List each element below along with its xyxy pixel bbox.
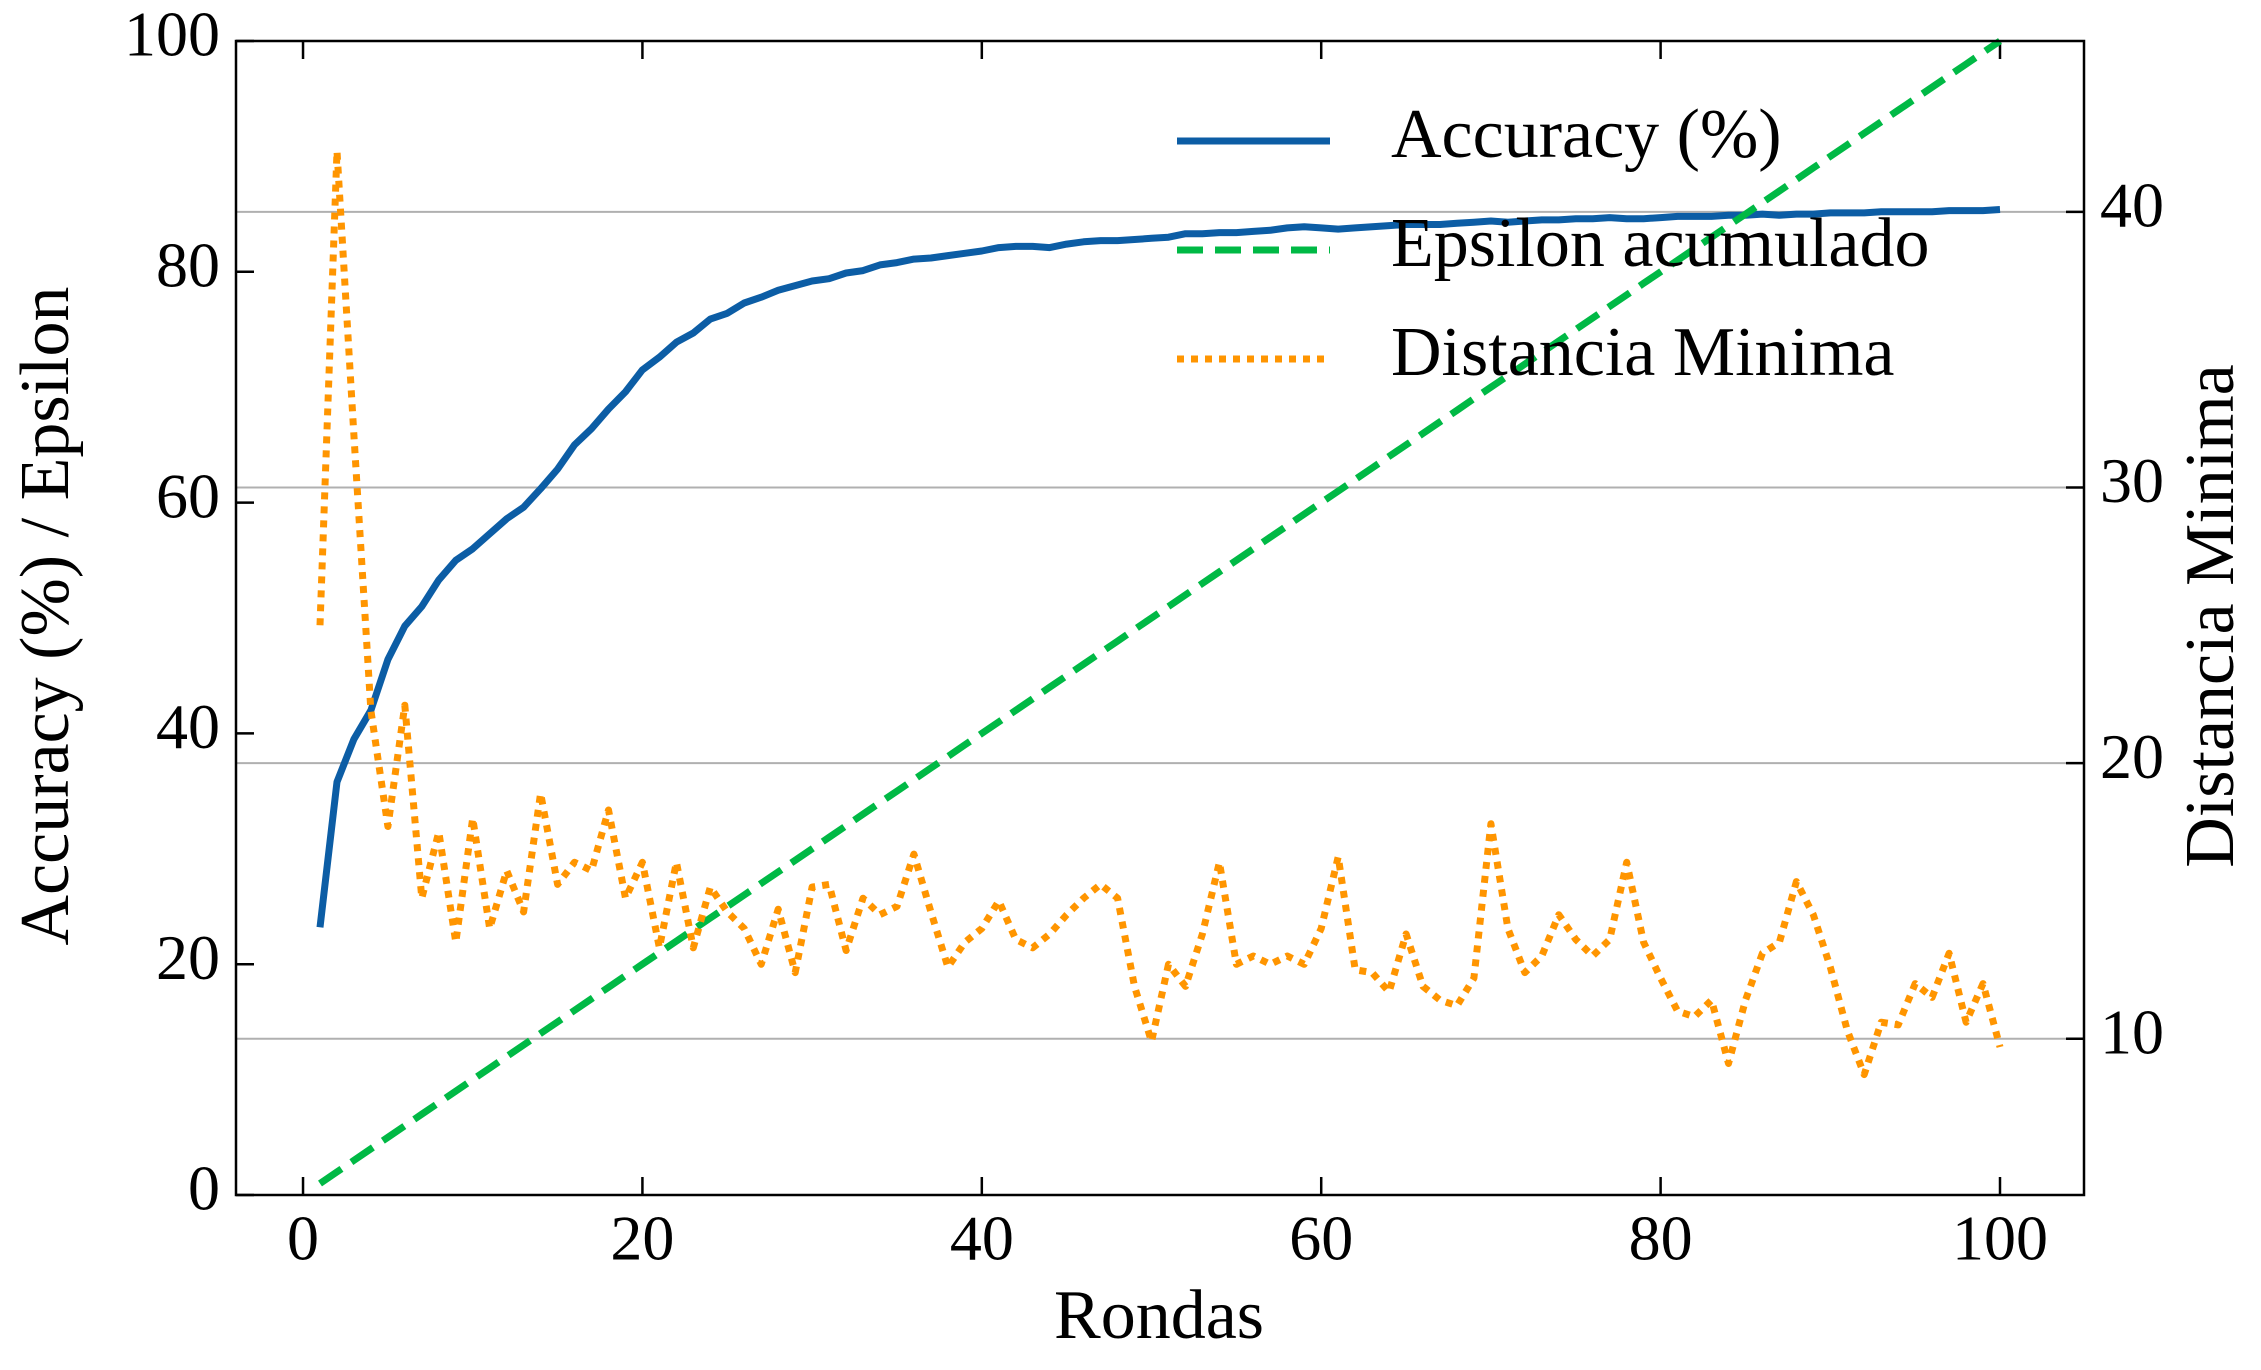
x-tick-label: 80 [1629, 1203, 1693, 1274]
y2-tick-label: 20 [2100, 721, 2164, 792]
y2-tick-label: 40 [2100, 170, 2164, 241]
series-line [316, 206, 2001, 928]
y-tick-label: 20 [156, 922, 220, 993]
y2-axis-label: Distancia Minima [2172, 364, 2249, 868]
x-tick-label: 100 [1952, 1203, 2048, 1274]
y-tick-label: 40 [156, 691, 220, 762]
y-tick-label: 80 [156, 229, 220, 300]
x-tick-label: 40 [950, 1203, 1014, 1274]
y-axis-label: Accuracy (%) / Epsilon [7, 287, 84, 946]
legend-label: Distancia Minima [1391, 314, 1895, 391]
y2-tick-label: 30 [2100, 445, 2164, 516]
x-axis-label: Rondas [1054, 1277, 1264, 1354]
plot-frame [234, 39, 2086, 1197]
x-tick-label: 0 [287, 1203, 319, 1274]
y-tick-label: 0 [188, 1153, 220, 1224]
y-tick-label: 100 [124, 0, 220, 70]
legend-label: Epsilon acumulado [1391, 205, 1930, 282]
series-line [316, 147, 2004, 1079]
x-tick-label: 60 [1289, 1203, 1353, 1274]
legend-label: Accuracy (%) [1391, 96, 1782, 173]
series-line [318, 38, 2002, 1187]
y2-tick-label: 10 [2100, 996, 2164, 1067]
x-tick-label: 20 [610, 1203, 674, 1274]
y-tick-label: 60 [156, 460, 220, 531]
